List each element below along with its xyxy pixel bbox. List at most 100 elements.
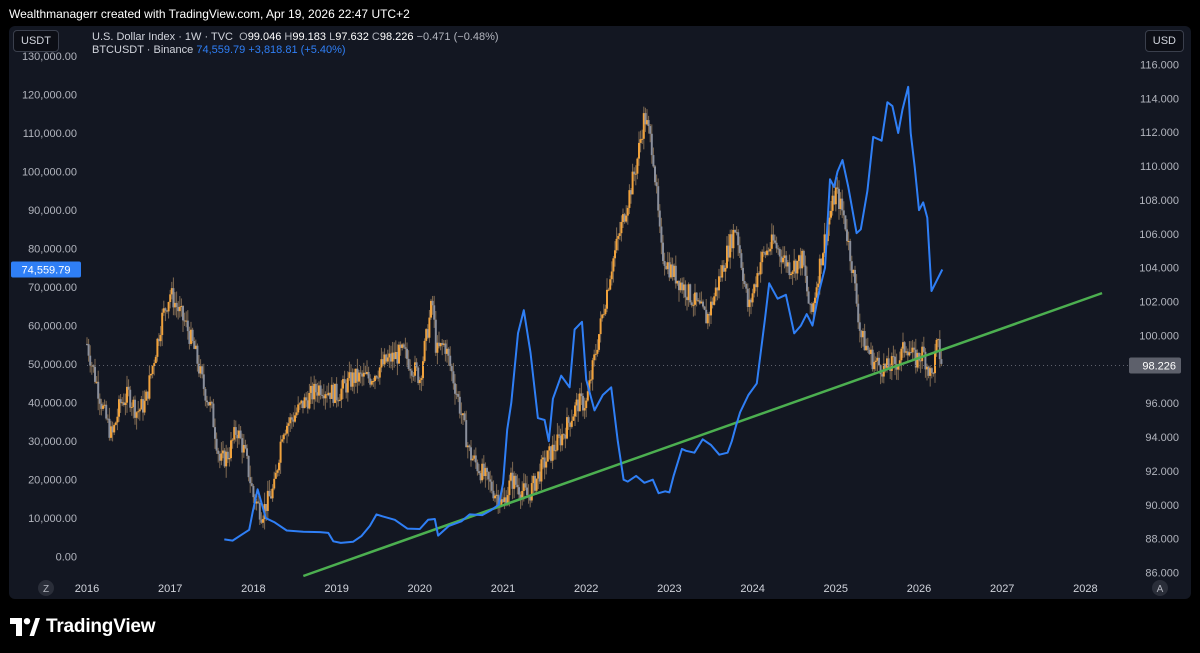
tradingview-logo[interactable]: TradingView xyxy=(10,616,156,638)
dxy-candle-body xyxy=(289,417,292,424)
dxy-candle-body xyxy=(561,434,564,446)
dxy-candle-body xyxy=(274,472,277,479)
dxy-candle-body xyxy=(638,142,640,159)
dxy-candle-body xyxy=(916,352,919,368)
dxy-candle-body xyxy=(646,120,648,125)
dxy-candle-body xyxy=(95,381,98,383)
dxy-candle-body xyxy=(793,260,796,272)
chart-panel[interactable]: 0.00 10,000.00 20,000.00 30,000.00 40,000.00… xyxy=(9,26,1191,599)
footer: TradingView xyxy=(0,599,1200,653)
series-legend: U.S. Dollar Index · 1W · TVC O99.046 H99… xyxy=(92,31,499,57)
dxy-candle-body xyxy=(257,501,260,503)
dxy-candle-body xyxy=(697,300,700,302)
dxy-candle-body xyxy=(94,366,96,382)
dxy-candle-body xyxy=(178,306,181,312)
dxy-candle-body xyxy=(370,381,373,385)
dxy-candle-body xyxy=(225,451,228,467)
dxy-candle-body xyxy=(641,138,644,140)
dxy-candle-body xyxy=(127,386,130,390)
dxy-candle-body xyxy=(220,453,223,461)
right-axis-tick-label: 94.000 xyxy=(1145,432,1179,444)
dxy-legend-name: U.S. Dollar Index · 1W · TVC xyxy=(92,31,233,43)
dxy-candle-body xyxy=(452,371,455,384)
dxy-candle-body xyxy=(626,207,629,216)
dxy-candle-body xyxy=(247,455,250,478)
dxy-candle-body xyxy=(554,450,557,452)
btc-legend-row[interactable]: BTCUSDT · Binance 74,559.79 +3,818.81 (+… xyxy=(92,44,499,57)
left-currency-button[interactable]: USDT xyxy=(13,30,59,52)
left-currency-label: USDT xyxy=(21,35,51,47)
dxy-candle-body xyxy=(908,352,911,356)
dxy-candle-body xyxy=(234,427,237,435)
dxy-candle-body xyxy=(855,283,858,304)
dxy-candle-body xyxy=(177,307,180,312)
dxy-candle-body xyxy=(846,229,848,242)
dxy-candle-body xyxy=(121,402,124,404)
close-key: C xyxy=(371,31,380,43)
dxy-candle-body xyxy=(575,399,578,406)
dxy-candle-body xyxy=(671,264,674,277)
dxy-candle-body xyxy=(570,420,573,427)
dxy-candle-body xyxy=(545,461,548,468)
dxy-candle-body xyxy=(135,412,138,418)
dxy-candle-body xyxy=(878,357,880,366)
dxy-candle-body xyxy=(818,258,821,284)
dxy-candle-body xyxy=(159,335,162,342)
dxy-candle-body xyxy=(89,355,92,366)
dxy-candle-body xyxy=(511,472,514,489)
dxy-candle-body xyxy=(650,133,653,156)
dxy-candle-body xyxy=(607,289,610,291)
dxy-candle-body xyxy=(198,363,200,374)
dxy-candle-body xyxy=(604,308,607,315)
credit-bar: Wealthmanagerr created with TradingView.… xyxy=(0,0,1200,26)
dxy-candle-body xyxy=(807,291,810,304)
dxy-candle-body xyxy=(582,396,584,411)
dxy-candle-body xyxy=(321,394,324,396)
dxy-candle-body xyxy=(751,293,754,303)
dxy-candle-body xyxy=(663,261,666,266)
dxy-candle-body xyxy=(759,262,762,275)
high-value: 99.183 xyxy=(292,31,327,43)
dxy-candle-body xyxy=(439,343,442,347)
open-key: O xyxy=(239,31,248,43)
dxy-candle-body xyxy=(169,294,172,303)
dxy-candle-body xyxy=(686,297,688,301)
dxy-candle-body xyxy=(884,363,887,368)
dxy-candle-body xyxy=(710,301,712,316)
dxy-candle-body xyxy=(550,446,552,461)
btc-legend-name: BTCUSDT · Binance xyxy=(92,44,194,56)
dxy-candle-body xyxy=(423,340,426,362)
dxy-candle-body xyxy=(897,365,900,370)
dxy-candle-body xyxy=(244,444,247,449)
dxy-candle-body xyxy=(474,455,477,463)
dxy-candle-body xyxy=(625,215,628,222)
left-axis-tick-label: 60,000.00 xyxy=(28,321,77,333)
right-currency-button[interactable]: USD xyxy=(1144,30,1184,52)
dxy-candle-body xyxy=(828,217,831,225)
dxy-candle-body xyxy=(775,242,778,249)
x-axis-tick-label: 2020 xyxy=(408,583,432,595)
dxy-candle-body xyxy=(508,480,511,496)
dxy-candle-body xyxy=(502,499,504,502)
dxy-candle-body xyxy=(212,403,215,428)
dxy-candle-body xyxy=(743,280,746,284)
btc-legend-price: 74,559.79 xyxy=(196,44,246,56)
dxy-candle-body xyxy=(449,355,452,366)
dxy-candle-body xyxy=(356,368,359,382)
dxy-candle-body xyxy=(361,373,364,377)
dxy-candle-body xyxy=(588,380,591,392)
x-axis-tick-label: 2023 xyxy=(657,583,681,595)
left-axis-tick-label: 20,000.00 xyxy=(28,475,77,487)
left-axis-tick-label: 50,000.00 xyxy=(28,359,77,371)
dxy-candle-body xyxy=(313,383,316,400)
dxy-candle-body xyxy=(940,359,943,364)
dxy-legend-row[interactable]: U.S. Dollar Index · 1W · TVC O99.046 H99… xyxy=(92,31,499,44)
dxy-candle-body xyxy=(737,232,740,246)
dxy-candle-body xyxy=(471,458,474,461)
dxy-candle-body xyxy=(758,273,760,275)
dxy-candle-body xyxy=(865,345,868,351)
dxy-candle-body xyxy=(911,347,914,353)
dxy-candle-body xyxy=(311,385,314,400)
x-axis-tick-label: 2026 xyxy=(907,583,931,595)
chart-canvas[interactable]: 0.00 10,000.00 20,000.00 30,000.00 40,000.00… xyxy=(9,26,1191,599)
